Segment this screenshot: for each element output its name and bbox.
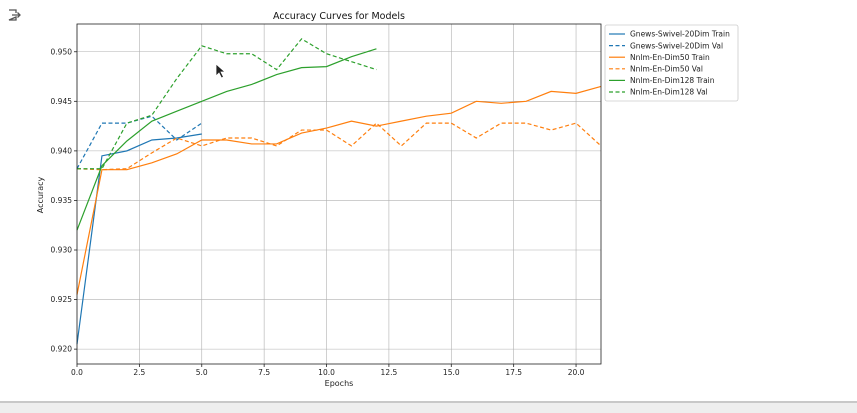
chart-legend: Gnews-Swivel-20Dim Train Gnews-Swivel-20D… (604, 24, 739, 102)
accuracy-chart: Accuracy Curves for Models 0.0 2.5 5.0 7.5 1… (36, 11, 739, 388)
y-axis-ticks: 0.920 0.925 0.930 0.935 0.940 0.945 0.950 (51, 47, 77, 354)
legend-entry: Nnlm-En-Dim50 Train (630, 53, 710, 62)
grid-lines (76, 24, 601, 364)
y-tick-label: 0.945 (51, 97, 73, 106)
chart-title: Accuracy Curves for Models (273, 11, 405, 22)
series-line-3 (76, 122, 602, 171)
y-tick-label: 0.930 (51, 246, 73, 255)
series-line-2 (76, 85, 602, 295)
plot-frame (76, 23, 602, 365)
y-axis-label: Accuracy (36, 176, 45, 213)
x-tick-label: 20.0 (568, 368, 585, 377)
x-tick-label: 2.5 (133, 368, 145, 377)
x-tick-label: 12.5 (381, 368, 398, 377)
legend-box (604, 24, 739, 102)
x-tick-label: 10.0 (318, 368, 335, 377)
x-tick-label: 0.0 (71, 368, 83, 377)
x-tick-label: 17.5 (505, 368, 522, 377)
series-line-4 (76, 48, 377, 231)
y-tick-label: 0.925 (51, 295, 73, 304)
legend-entry: Nnlm-En-Dim50 Val (630, 65, 703, 74)
x-tick-label: 5.0 (196, 368, 208, 377)
y-tick-label: 0.940 (51, 146, 73, 155)
legend-entry: Nnlm-En-Dim128 Val (630, 88, 708, 97)
y-tick-label: 0.920 (51, 345, 73, 354)
mouse-pointer-icon (215, 63, 227, 79)
legend-entry: Gnews-Swivel-20Dim Val (630, 41, 723, 50)
series-line-0 (76, 133, 202, 345)
series-lines (76, 38, 602, 345)
y-tick-label: 0.935 (51, 196, 73, 205)
output-bottom-divider (0, 401, 857, 413)
output-arrow-icon[interactable] (7, 8, 21, 22)
x-axis-label: Epochs (325, 379, 354, 388)
legend-entry: Nnlm-En-Dim128 Train (630, 76, 715, 85)
legend-entry: Gnews-Swivel-20Dim Train (630, 30, 730, 39)
series-line-5 (77, 38, 377, 170)
y-tick-label: 0.950 (51, 47, 73, 56)
x-tick-label: 15.0 (443, 368, 460, 377)
x-axis-ticks: 0.0 2.5 5.0 7.5 10.0 12.5 15.0 17.5 20.0 (71, 364, 585, 377)
x-tick-label: 7.5 (258, 368, 270, 377)
